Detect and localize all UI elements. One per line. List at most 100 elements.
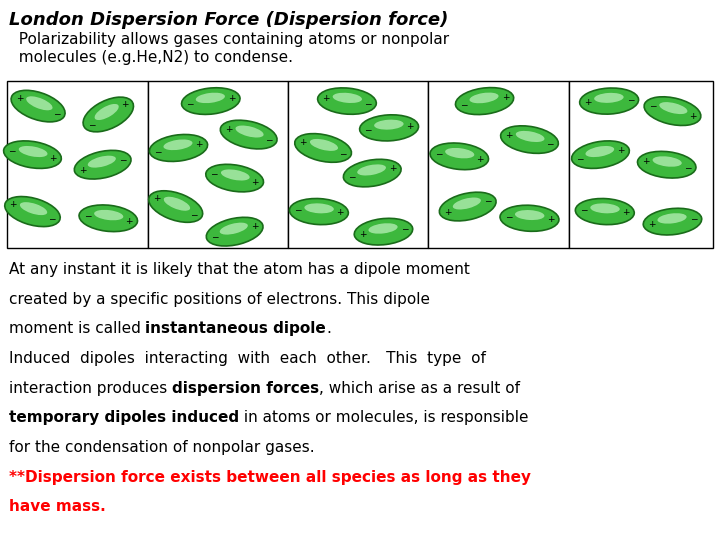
Ellipse shape <box>333 93 362 103</box>
Text: Polarizability allows gases containing atoms or nonpolar: Polarizability allows gases containing a… <box>9 32 449 48</box>
Bar <box>428 81 569 248</box>
Text: +: + <box>300 138 307 147</box>
Text: −: − <box>53 110 60 119</box>
Text: −: − <box>484 197 492 206</box>
Text: −: − <box>690 214 697 224</box>
Text: −: − <box>576 154 584 163</box>
Text: for the condensation of nonpolar gases.: for the condensation of nonpolar gases. <box>9 440 314 455</box>
Text: −: − <box>339 149 347 158</box>
Text: +: + <box>153 194 161 203</box>
Ellipse shape <box>235 125 264 138</box>
Text: +: + <box>79 166 86 174</box>
Ellipse shape <box>4 141 61 168</box>
Ellipse shape <box>196 93 225 103</box>
Text: −: − <box>265 136 272 145</box>
Ellipse shape <box>643 208 702 235</box>
Ellipse shape <box>453 198 481 210</box>
Ellipse shape <box>652 156 682 167</box>
Text: temporary dipoles induced: temporary dipoles induced <box>9 410 239 426</box>
Ellipse shape <box>207 217 263 246</box>
Text: +: + <box>125 217 133 226</box>
Text: −: − <box>190 210 198 219</box>
Text: −: − <box>460 100 467 109</box>
Text: +: + <box>584 98 592 107</box>
Ellipse shape <box>94 210 123 220</box>
Ellipse shape <box>310 139 338 151</box>
Ellipse shape <box>456 87 513 114</box>
Ellipse shape <box>149 134 207 161</box>
Text: +: + <box>648 220 655 229</box>
Ellipse shape <box>74 150 131 179</box>
Ellipse shape <box>79 205 138 232</box>
Ellipse shape <box>220 120 277 149</box>
Text: −: − <box>364 125 372 134</box>
Text: +: + <box>407 122 414 131</box>
Text: −: − <box>89 120 96 129</box>
Text: +: + <box>642 158 649 166</box>
Text: molecules (e.g.He,N2) to condense.: molecules (e.g.He,N2) to condense. <box>9 50 292 65</box>
Text: −: − <box>154 147 161 156</box>
Text: −: − <box>626 95 634 104</box>
Text: −: − <box>546 139 554 148</box>
Text: +: + <box>617 146 625 155</box>
Bar <box>148 81 288 248</box>
Ellipse shape <box>469 92 498 103</box>
Ellipse shape <box>580 88 639 114</box>
Bar <box>288 81 428 248</box>
Text: −: − <box>211 233 218 241</box>
Text: +: + <box>477 154 484 164</box>
Ellipse shape <box>500 126 558 153</box>
Text: −: − <box>119 155 127 164</box>
Text: +: + <box>389 165 397 173</box>
Text: −: − <box>684 163 691 172</box>
Ellipse shape <box>445 148 474 158</box>
Text: moment is called: moment is called <box>9 321 145 336</box>
Ellipse shape <box>94 104 119 120</box>
Text: −: − <box>435 149 442 158</box>
Ellipse shape <box>354 218 413 245</box>
Ellipse shape <box>221 170 250 180</box>
Text: +: + <box>622 208 630 218</box>
Ellipse shape <box>590 204 620 213</box>
Ellipse shape <box>163 197 190 211</box>
Text: instantaneous dipole: instantaneous dipole <box>145 321 326 336</box>
Ellipse shape <box>305 204 334 213</box>
Ellipse shape <box>500 205 559 231</box>
Text: +: + <box>121 100 128 109</box>
Ellipse shape <box>594 93 624 103</box>
Ellipse shape <box>88 156 116 167</box>
Text: At any instant it is likely that the atom has a dipole moment: At any instant it is likely that the ato… <box>9 262 469 277</box>
Text: +: + <box>689 112 696 121</box>
Text: in atoms or molecules, is responsible: in atoms or molecules, is responsible <box>239 410 528 426</box>
Ellipse shape <box>575 199 634 225</box>
Ellipse shape <box>26 96 53 110</box>
Text: +: + <box>251 222 258 231</box>
Ellipse shape <box>644 97 701 125</box>
Ellipse shape <box>374 120 404 130</box>
Text: created by a specific positions of electrons. This dipole: created by a specific positions of elect… <box>9 292 430 307</box>
Text: +: + <box>49 154 57 163</box>
Ellipse shape <box>515 210 544 220</box>
Text: −: − <box>294 206 302 215</box>
Ellipse shape <box>369 223 397 234</box>
Ellipse shape <box>343 159 401 187</box>
Text: +: + <box>502 93 509 102</box>
Text: +: + <box>322 94 330 103</box>
Ellipse shape <box>5 197 60 227</box>
Text: +: + <box>196 140 203 149</box>
Text: , which arise as a result of: , which arise as a result of <box>319 381 520 396</box>
Text: −: − <box>649 101 656 110</box>
Text: Induced  dipoles  interacting  with  each  other. This  type  of: Induced dipoles interacting with each ot… <box>9 351 485 366</box>
Text: −: − <box>210 170 218 178</box>
Text: .: . <box>326 321 331 336</box>
Text: +: + <box>444 207 451 217</box>
Text: −: − <box>48 214 55 223</box>
Ellipse shape <box>585 146 614 157</box>
Text: interaction produces: interaction produces <box>9 381 172 396</box>
Ellipse shape <box>149 191 202 222</box>
Text: +: + <box>336 208 344 218</box>
Ellipse shape <box>430 143 488 170</box>
Text: +: + <box>225 125 233 133</box>
Text: −: − <box>348 173 356 181</box>
Text: −: − <box>186 99 194 109</box>
